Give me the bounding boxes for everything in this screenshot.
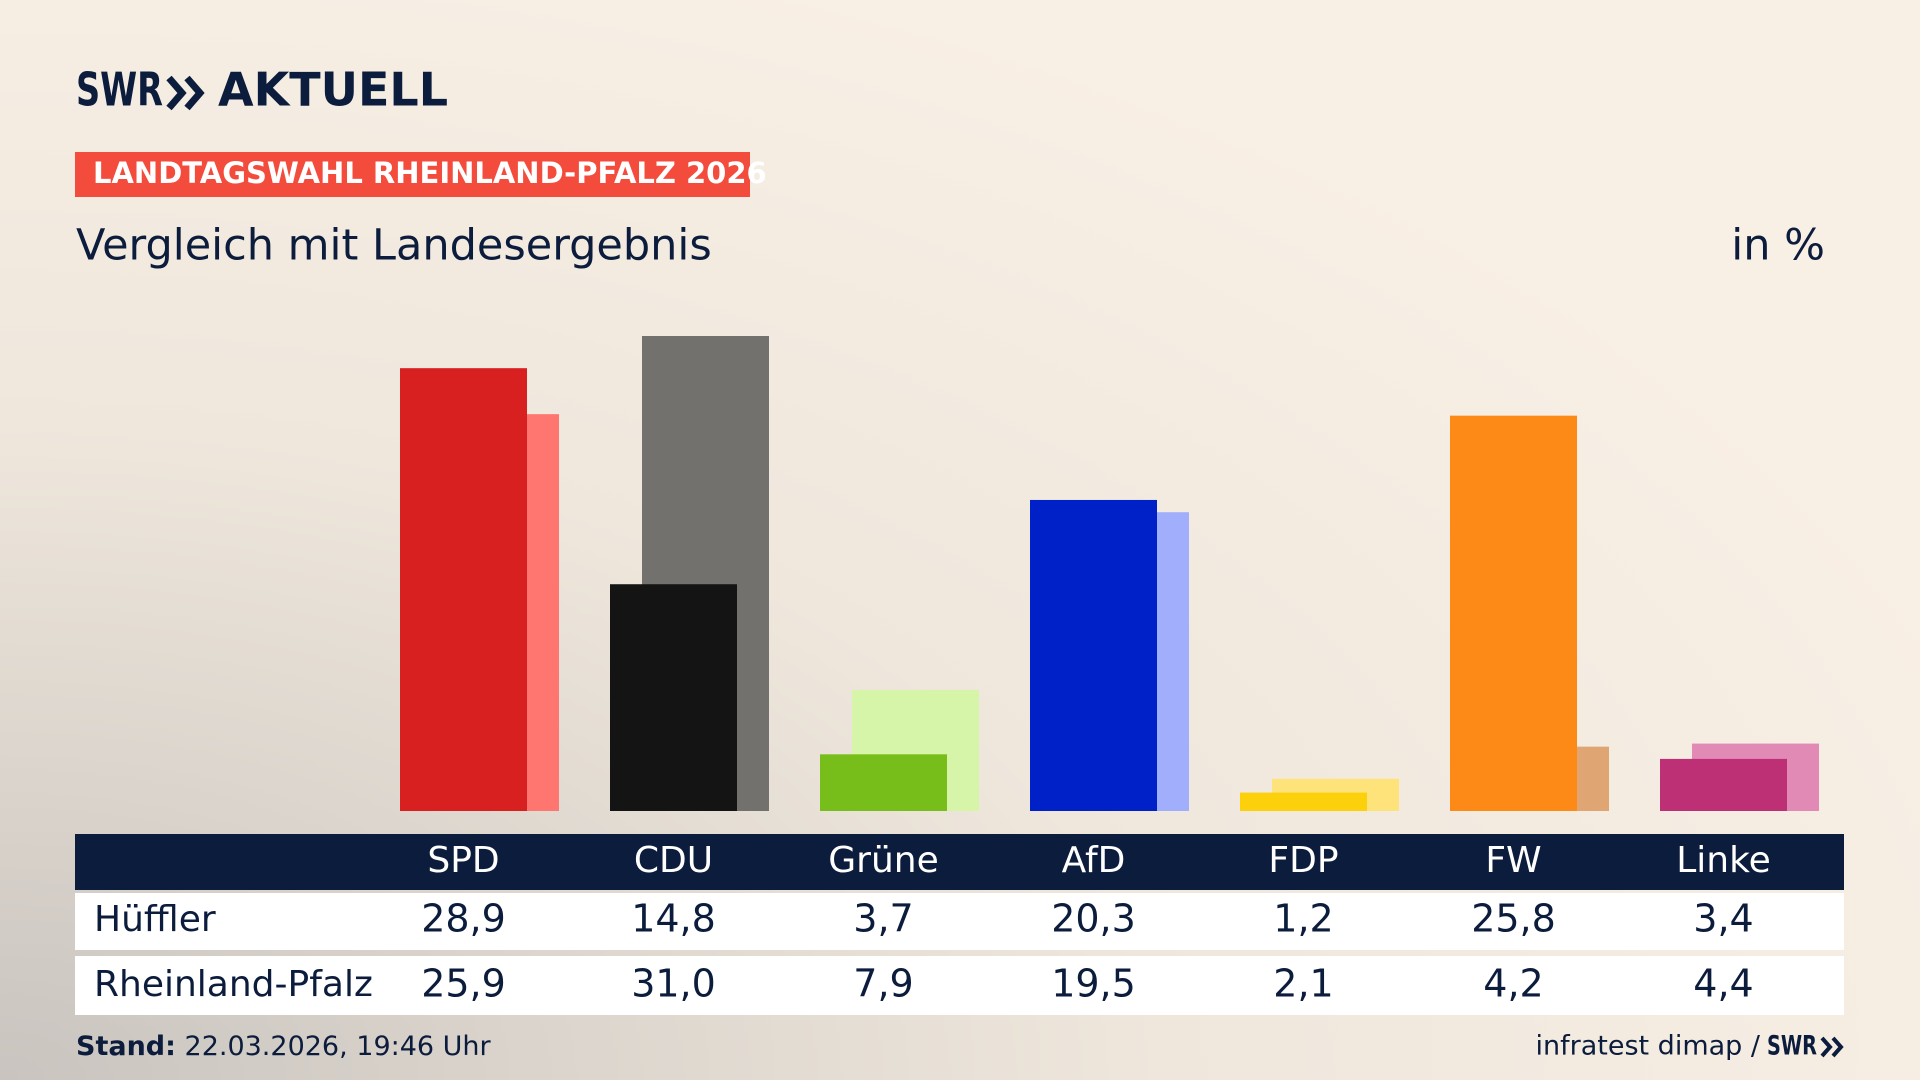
table-row (75, 956, 1844, 1015)
legend-label: Hüffler (94, 899, 216, 940)
stand-value: 22.03.2026, 19:46 Uhr (185, 1031, 492, 1062)
bar (610, 584, 737, 811)
bar (1450, 415, 1577, 811)
brand-product: AKTUELL (218, 63, 448, 117)
unit: in % (1731, 221, 1825, 271)
category-label: Linke (1676, 840, 1771, 881)
value-label: 4,4 (1693, 962, 1753, 1006)
bar (1660, 758, 1787, 811)
category-label: FDP (1268, 840, 1338, 881)
category-label: SPD (427, 840, 499, 881)
value-label: 3,7 (853, 897, 913, 941)
value-label: 28,9 (421, 897, 506, 941)
legend-label: Rheinland-Pfalz (94, 964, 373, 1005)
bar (820, 754, 947, 811)
banner: LANDTAGSWAHL RHEINLAND-PFALZ 2026 (93, 156, 767, 190)
value-label: 20,3 (1051, 897, 1136, 941)
value-label: 25,8 (1471, 897, 1556, 941)
bar (1030, 499, 1157, 811)
category-label: AfD (1062, 840, 1126, 881)
banner-bg (75, 152, 750, 197)
source-chevrons (1820, 1036, 1844, 1058)
brand-logo: SWR (76, 63, 163, 117)
source: infratest dimap / (1535, 1031, 1760, 1062)
logo-chevrons (166, 75, 205, 111)
value-label: 7,9 (853, 962, 913, 1006)
category-label: Grüne (828, 840, 938, 881)
value-label: 19,5 (1051, 962, 1136, 1006)
value-label: 4,2 (1483, 962, 1543, 1006)
value-label: 1,2 (1273, 897, 1333, 941)
stand-label: Stand: (76, 1031, 176, 1062)
bar (400, 368, 527, 811)
table-header (75, 834, 1844, 890)
value-label: 2,1 (1273, 962, 1333, 1006)
stand: Stand: 22.03.2026, 19:46 Uhr (76, 1031, 492, 1062)
bar (1240, 792, 1367, 811)
chart-title: Vergleich mit Landesergebnis (76, 221, 712, 271)
value-label: 14,8 (631, 897, 716, 941)
value-label: 3,4 (1693, 897, 1753, 941)
category-label: FW (1485, 840, 1541, 881)
table-row (75, 893, 1844, 950)
value-label: 25,9 (421, 962, 506, 1006)
category-label: CDU (634, 840, 713, 881)
source-logo: SWR (1767, 1031, 1817, 1062)
value-label: 31,0 (631, 962, 716, 1006)
